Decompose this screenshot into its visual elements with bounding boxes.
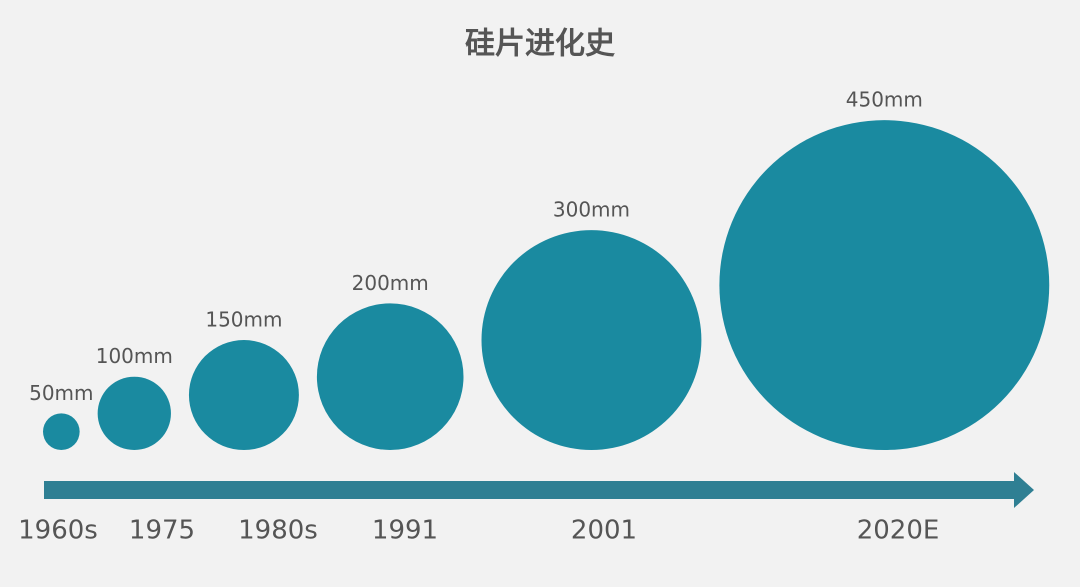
x-tick-label: 1960s (18, 516, 98, 546)
bubble (97, 376, 171, 450)
bubble (43, 413, 80, 450)
bubble (481, 230, 702, 450)
value-label: 150mm (205, 308, 282, 332)
value-label: 200mm (352, 271, 429, 295)
value-label: 300mm (553, 198, 630, 222)
chart-title: 硅片进化史 (465, 27, 615, 62)
value-label: 450mm (846, 88, 923, 112)
bubble (316, 303, 464, 451)
bubble (719, 120, 1050, 450)
x-tick-label: 1975 (129, 516, 195, 546)
axis-arrow-head (1014, 472, 1034, 508)
x-tick-label: 2020E (857, 516, 940, 546)
bubble (188, 340, 299, 450)
axis-arrow-shaft (44, 481, 1016, 499)
x-tick-label: 1991 (372, 516, 438, 546)
value-label: 50mm (29, 381, 93, 405)
value-label: 100mm (96, 344, 173, 368)
x-tick-label: 1980s (238, 516, 318, 546)
x-tick-label: 2001 (571, 516, 637, 546)
